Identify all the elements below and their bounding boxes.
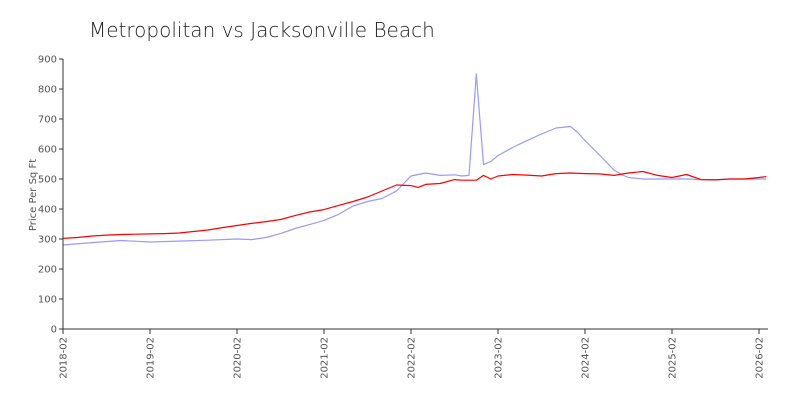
y-axis: 0 100 200 300 400 500 600 700 800 900 [38,55,63,336]
x-tick-label: 2019-02 [146,337,157,379]
y-tick-label: 500 [38,175,57,186]
x-tick-label: 2026-02 [755,337,766,379]
series-line-1 [62,73,767,246]
x-tick-label: 2021-02 [320,337,331,379]
y-tick-label: 100 [38,295,57,306]
y-tick-label: 800 [38,85,57,96]
y-tick-label: 300 [38,235,57,246]
plot-area [62,73,767,246]
y-tick-label: 0 [51,325,57,336]
x-tick-label: 2024-02 [581,337,592,379]
x-tick-label: 2025-02 [668,337,679,379]
y-tick-label: 700 [38,115,57,126]
x-tick-label: 2022-02 [407,337,418,379]
series-line-0 [62,170,767,239]
y-tick-label: 600 [38,145,57,156]
y-axis-label: Price Per Sq Ft [28,159,39,231]
chart-title: Metropolitan vs Jacksonville Beach [89,18,435,42]
x-tick-label: 2018-02 [59,337,70,379]
x-tick-label: 2023-02 [494,337,505,379]
y-tick-label: 900 [38,55,57,66]
x-axis: 2018-02 2019-02 2020-02 2021-02 2022-02 2023-… [59,329,766,379]
x-tick-label: 2020-02 [233,337,244,379]
y-tick-label: 200 [38,265,57,276]
y-tick-label: 400 [38,205,57,216]
